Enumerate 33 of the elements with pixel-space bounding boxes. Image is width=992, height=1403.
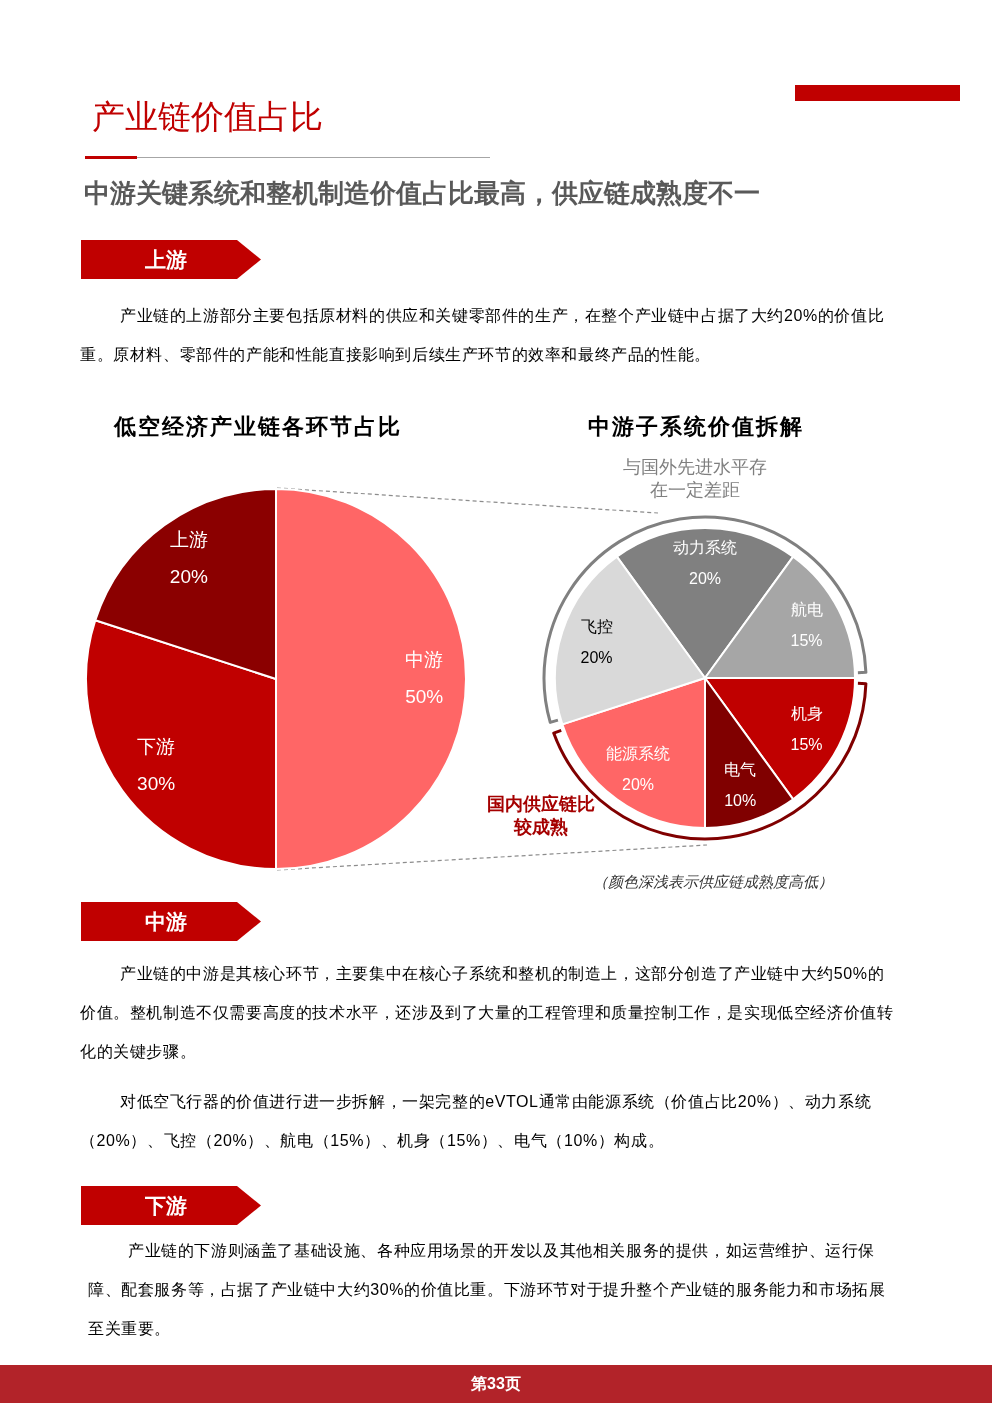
text: 产业链的上游部分主要包括原材料的供应和关键零部件的生产，在整个产业链中占据了大约20%的价值比重。原材料、零部件的产能和性能直接影响到后续生产环节的效率和最终产品的性能。 (80, 307, 885, 363)
slice-label: 下游 (137, 735, 176, 757)
text: 产业链价值占比 (92, 98, 323, 135)
text: 国内供应链比较成熟 (486, 793, 596, 839)
text: 上游 (145, 247, 187, 272)
data-label: 50% (405, 685, 444, 707)
data-label: 30% (137, 772, 176, 794)
chart-title: 中游子系统价值拆解 (588, 414, 804, 440)
data-label: 20% (580, 648, 613, 666)
text: 产业链的下游则涵盖了基础设施、各种应用场景的开发以及其他相关服务的提供，如运营维护、运行保障、配套服务等，占据了产业链中大约30%的价值比重。下游环节对于提升整个产业链的服务能力和市场拓展至关重要。 (88, 1242, 886, 1337)
data-label: 20% (169, 565, 209, 587)
text: 中游 (145, 909, 187, 934)
text: （颜色深浅表示供应链成熟度高低） (593, 873, 833, 891)
slice-label: 电气 (724, 761, 757, 779)
slice-label: 上游 (169, 528, 208, 550)
text: 对低空飞行器的价值进行进一步拆解，一架完整的eVTOL通常由能源系统（价值占比20%）、动力系统（20%）、飞控（20%）、航电（15%）、机身（15%）、电气（10%）构成。 (80, 1093, 872, 1149)
slice-label: 航电 (790, 601, 823, 619)
text: 与国外先进水平存在一定差距 (622, 456, 768, 502)
data-label: 20% (621, 776, 655, 794)
slice-label: 动力系统 (673, 538, 737, 556)
slice-label: 能源系统 (605, 745, 670, 763)
data-label: 20% (688, 569, 722, 587)
text: 产业链的中游是其核心环节，主要集中在核心子系统和整机的制造上，这部分创造了产业链中大约50%的价值。整机制造不仅需要高度的技术水平，还涉及到了大量的工程管理和质量控制工作，是实现低空经济价值转化的关键步骤。 (80, 965, 894, 1060)
text: 第33页 (471, 1374, 521, 1394)
text: 中游关键系统和整机制造价值占比最高，供应链成熟度不一 (84, 178, 760, 208)
data-label: 15% (790, 735, 823, 753)
slice-label: 机身 (790, 704, 823, 722)
data-label: 10% (724, 792, 757, 810)
slice-label: 中游 (405, 648, 444, 670)
data-label: 15% (790, 632, 823, 650)
slice-label: 飞控 (580, 617, 613, 635)
chart-title: 低空经济产业链各环节占比 (114, 414, 402, 440)
text: 下游 (145, 1193, 187, 1218)
